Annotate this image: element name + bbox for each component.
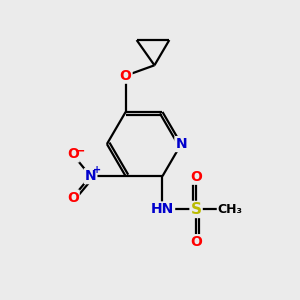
- Text: O: O: [120, 69, 132, 83]
- Text: −: −: [75, 145, 86, 158]
- Text: N: N: [176, 137, 187, 151]
- Text: O: O: [190, 235, 202, 249]
- Text: +: +: [93, 165, 101, 175]
- Text: CH₃: CH₃: [218, 203, 243, 216]
- Text: HN: HN: [151, 202, 174, 216]
- Text: N: N: [85, 169, 96, 183]
- Text: O: O: [67, 148, 79, 161]
- Text: S: S: [190, 202, 202, 217]
- Text: O: O: [67, 190, 79, 205]
- Text: O: O: [190, 170, 202, 184]
